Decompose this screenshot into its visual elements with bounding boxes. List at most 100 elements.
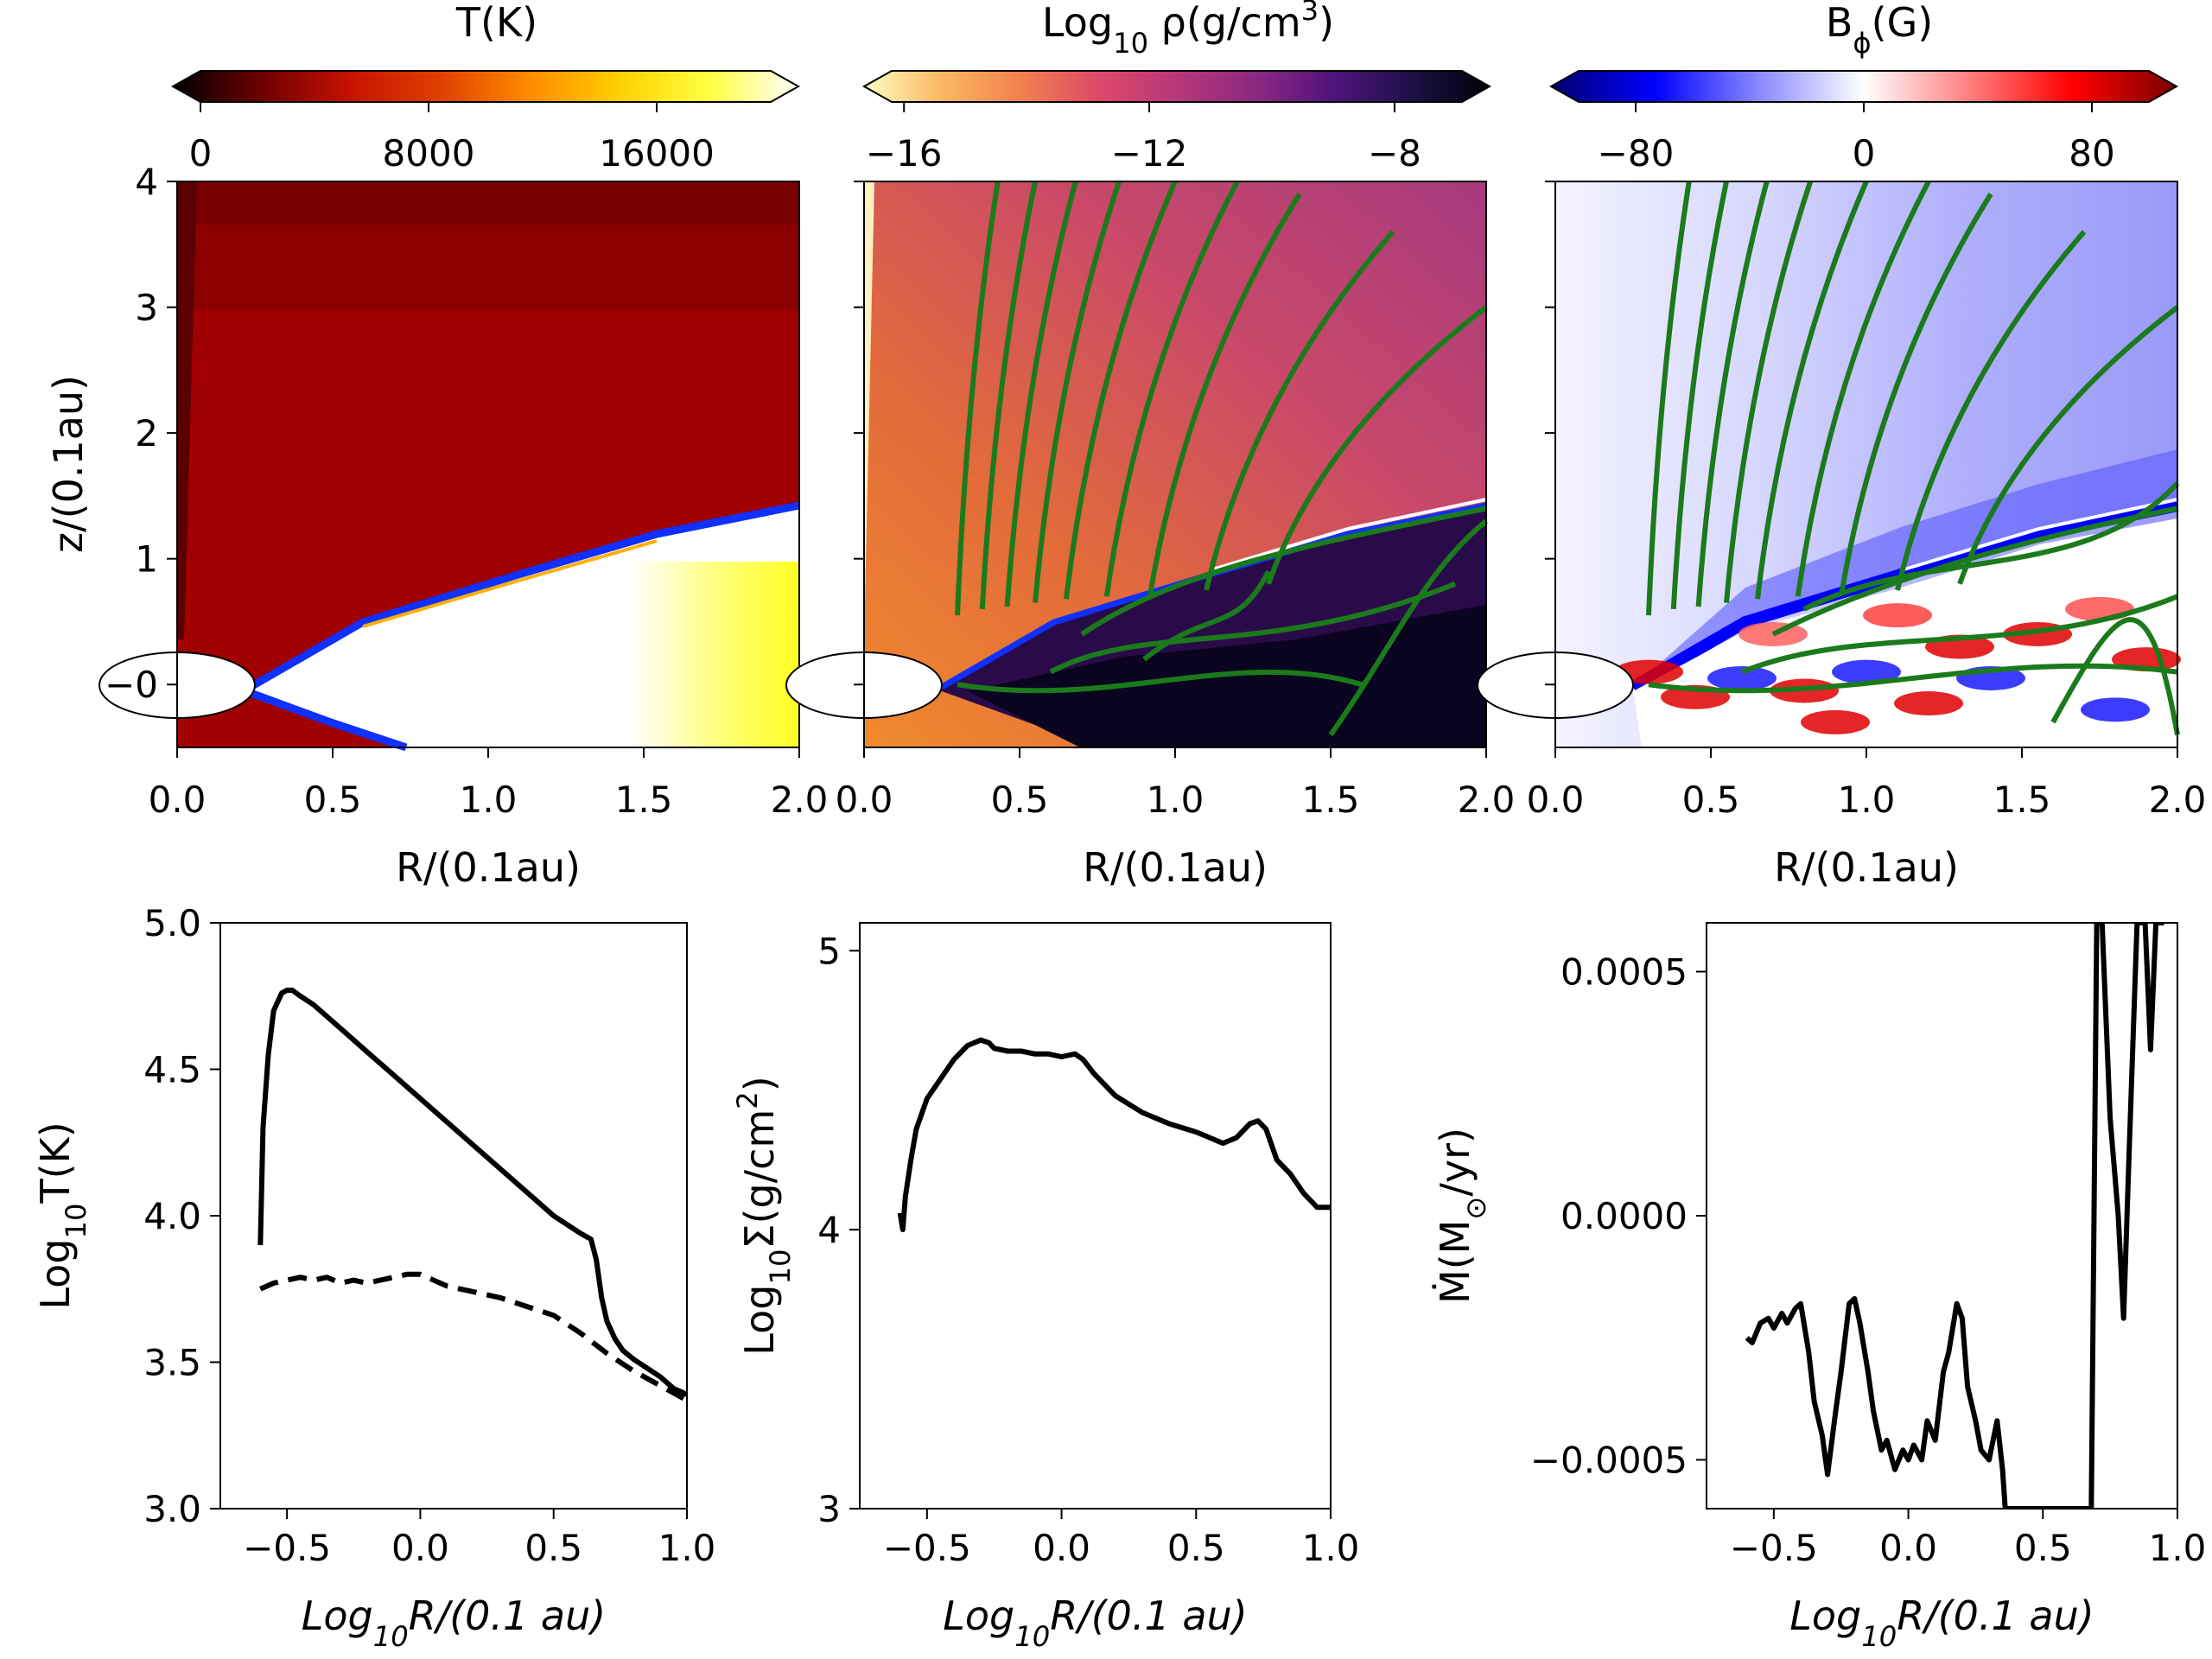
colorbar-tick-label: 0 (189, 132, 213, 175)
panel-accretion-rate-profile: −0.5 0.0 0.5 1.0 −0.0005 0.0000 0.0005 Log10R/(… (1432, 922, 2207, 1653)
x-tick-label: 0.0 (1527, 779, 1585, 821)
colorbar-title-temperature: T(K) (455, 0, 537, 46)
x-tick-label: 0.5 (524, 1527, 582, 1569)
y-tick-label: 0.0000 (1560, 1195, 1688, 1237)
x-tick-label: 1.0 (460, 779, 518, 821)
x-tick-label: 1.5 (615, 779, 673, 821)
x-tick-label: 2.0 (771, 779, 829, 821)
colorbar-ticks-density: −16 −12 −8 (866, 102, 1421, 175)
field-line (1004, 181, 1078, 607)
bphi-surface-line (1900, 498, 2178, 572)
y-tick-label: 4.5 (143, 1049, 201, 1091)
temperature-warm-layer (362, 539, 658, 628)
bphi-patch (1894, 691, 1963, 716)
density-field-lines (955, 180, 1488, 737)
series-line-mdot (1745, 923, 2164, 1509)
x-tick-label: 0.5 (1682, 779, 1740, 821)
field-line (1957, 305, 2179, 585)
series-line-solid (257, 988, 687, 1397)
panel-temperature: T(K) 0 8000 16000 (99, 0, 801, 752)
field-line (2050, 617, 2180, 735)
x-tick-label: 0.5 (991, 779, 1049, 821)
field-line (1740, 594, 2179, 675)
y-tick-label: 0.0005 (1560, 951, 1688, 994)
y-tick-label: 3 (817, 1488, 841, 1530)
colorbar-ticks-bphi: −80 0 80 (1598, 102, 2115, 175)
x-tick-label: 0.0 (149, 779, 207, 821)
x-tick-label: 1.0 (2149, 1527, 2207, 1569)
colorbar-tick-label: −80 (1598, 132, 1675, 175)
x-tick-label: 1.0 (1302, 1527, 1360, 1569)
x-tick-label: 0.0 (1033, 1527, 1090, 1569)
colorbar-density (861, 70, 1492, 103)
axes-frame (219, 922, 688, 1510)
field-line (979, 181, 1038, 610)
temperature-polar-strip (177, 181, 197, 639)
y-tick-label: 2 (135, 412, 158, 454)
colorbar-tick-label: −16 (866, 132, 943, 175)
colorbar-tick-label: −8 (1368, 132, 1421, 175)
field-line (1328, 518, 1488, 737)
colorbar-tick-label: −12 (1111, 132, 1188, 175)
colorbar-tick-label: 0 (1853, 132, 1876, 175)
field-line (1142, 569, 1271, 662)
x-axis-label: R/(0.1au) (1083, 844, 1268, 891)
y-axis-label: Ṁ(M⊙/yr) (1432, 1128, 1492, 1304)
y-tick-label: 4 (135, 161, 158, 203)
colorbar-title-bphi: Bϕ(G) (1826, 0, 1933, 60)
field-line (1103, 180, 1240, 597)
field-line (1049, 581, 1457, 675)
x-tick-label: −0.5 (883, 1527, 971, 1569)
x-axis-label: R/(0.1au) (1774, 844, 1959, 891)
x-tick-label: 2.0 (1458, 779, 1516, 821)
bphi-field-lines (1646, 180, 2180, 735)
x-axis-label: Log10R/(0.1 au) (302, 1592, 606, 1653)
x-tick-label: 0.0 (836, 779, 893, 821)
field-line (1802, 481, 2180, 612)
field-line (955, 181, 1001, 616)
panel-temperature-profile: −0.5 0.0 0.5 1.0 3.0 3.5 4.0 4.5 5.0 Log10R/(0.1 … (32, 902, 715, 1653)
x-tick-label: 1.0 (1838, 779, 1896, 821)
field-line (1895, 230, 2087, 591)
y-axis-label: Log10Σ(g/cm2) (731, 1076, 797, 1355)
series-line-sigma (897, 1037, 1331, 1233)
field-line (1204, 230, 1395, 591)
x-tick-label: 1.5 (1302, 779, 1360, 821)
field-line (1839, 192, 1993, 594)
field-line (957, 669, 1363, 694)
field-line (1670, 181, 1729, 610)
y-tick-label: 3.5 (143, 1342, 201, 1384)
x-axis-label: R/(0.1au) (396, 844, 581, 891)
x-tick-label: 0.5 (1167, 1527, 1225, 1569)
panel-surface-density-profile: −0.5 0.0 0.5 1.0 3 4 5 Log10R/(0.1 au) Log10Σ(g/… (731, 922, 1360, 1653)
field-line (1064, 180, 1178, 600)
x-tick-label: 1.5 (1993, 779, 2051, 821)
temperature-hot-core (631, 562, 799, 747)
y-tick-label: 3 (135, 287, 158, 329)
y-axis-label: Log10T(K) (32, 1122, 92, 1309)
y-tick-label: 1 (135, 538, 158, 581)
colorbar-bphi (1548, 70, 2179, 103)
x-tick-label: 0.0 (1879, 1527, 1937, 1569)
x-tick-label: 1.0 (1147, 779, 1205, 821)
colorbar-tick-label: 16000 (599, 132, 715, 175)
bphi-patch (1863, 603, 1932, 628)
density-axis-wedge (864, 181, 874, 639)
y-tick-label: −0.0005 (1530, 1440, 1688, 1482)
colorbar-tick-label: 8000 (383, 132, 475, 175)
bphi-patch (1832, 659, 1901, 684)
x-tick-label: −0.5 (1730, 1527, 1818, 1569)
x-tick-label: 0.5 (2014, 1527, 2072, 1569)
field-line (1646, 181, 1692, 616)
series-line-dashed (259, 1271, 687, 1403)
bphi-patch (2065, 596, 2134, 621)
density-surface-line (1209, 498, 1487, 572)
bphi-patch (2081, 697, 2150, 722)
field-line (1771, 505, 2178, 637)
colorbar-tick-label: 80 (2069, 132, 2114, 175)
bphi-patch (1801, 709, 1870, 734)
field-line (1033, 181, 1122, 603)
field-line (1724, 181, 1814, 603)
colorbar-ticks-temperature: 0 8000 16000 (189, 102, 715, 175)
x-tick-label: 2.0 (2149, 779, 2207, 821)
